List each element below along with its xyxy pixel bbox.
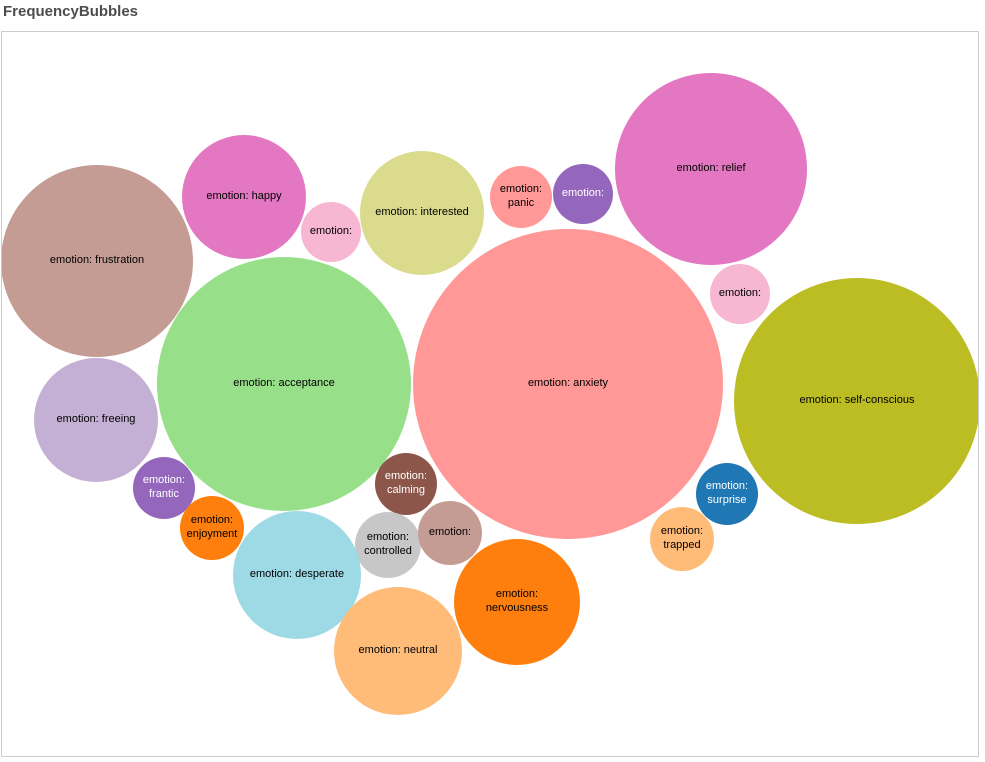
bubble-emotion-controlled[interactable]: emotion: controlled — [355, 512, 421, 578]
bubble-label: emotion: surprise — [705, 480, 749, 506]
bubble-emotion-desperate[interactable]: emotion: desperate — [233, 511, 361, 639]
bubble-label: emotion: frustration — [49, 254, 145, 267]
bubble-label: emotion: anxiety — [527, 377, 609, 390]
bubble-emotion-trapped[interactable]: emotion: trapped — [650, 507, 714, 571]
bubble-emotion-enjoyment[interactable]: emotion: enjoyment — [180, 496, 244, 560]
bubble-emotion-relief[interactable]: emotion: relief — [615, 73, 807, 265]
bubble-emotion-frustration[interactable]: emotion: frustration — [2, 165, 193, 357]
bubble-emotion-unlabeled-2[interactable]: emotion: — [553, 164, 613, 224]
bubble-emotion-neutral[interactable]: emotion: neutral — [334, 587, 462, 715]
bubble-label: emotion: interested — [375, 206, 469, 219]
bubble-label: emotion: — [561, 187, 605, 200]
bubble-emotion-calming[interactable]: emotion: calming — [375, 453, 437, 515]
bubble-label: emotion: — [428, 526, 472, 539]
bubble-label: emotion: freeing — [56, 413, 136, 426]
bubble-label: emotion: — [718, 287, 762, 300]
bubble-chart: emotion: frustration emotion: happy emotio… — [1, 31, 979, 757]
bubble-emotion-nervousness[interactable]: emotion: nervousness — [454, 539, 580, 665]
bubble-label: emotion: calming — [384, 470, 428, 496]
bubble-label: emotion: — [309, 225, 353, 238]
bubble-emotion-frantic[interactable]: emotion: frantic — [133, 457, 195, 519]
bubble-emotion-unlabeled-3[interactable]: emotion: — [710, 264, 770, 324]
bubble-emotion-interested[interactable]: emotion: interested — [360, 151, 484, 275]
page-title: FrequencyBubbles — [3, 3, 139, 20]
bubble-label: emotion: nervousness — [485, 588, 549, 614]
bubble-label: emotion: relief — [676, 162, 746, 175]
bubble-label: emotion: panic — [499, 183, 543, 209]
bubble-label: emotion: controlled — [364, 531, 412, 557]
bubble-label: emotion: frantic — [142, 474, 186, 500]
bubble-emotion-self-conscious[interactable]: emotion: self-conscious — [734, 278, 978, 524]
bubble-label: emotion: desperate — [249, 568, 345, 581]
bubble-emotion-surprise[interactable]: emotion: surprise — [696, 463, 758, 525]
bubble-emotion-anxiety[interactable]: emotion: anxiety — [413, 229, 723, 539]
bubble-label: emotion: self-conscious — [799, 394, 915, 407]
bubble-label: emotion: neutral — [358, 644, 438, 657]
bubble-emotion-unlabeled-1[interactable]: emotion: — [301, 202, 361, 262]
bubble-label: emotion: trapped — [660, 525, 704, 551]
bubble-label: emotion: acceptance — [233, 377, 335, 390]
bubble-label: emotion: enjoyment — [186, 514, 238, 540]
bubble-emotion-happy[interactable]: emotion: happy — [182, 135, 306, 259]
bubble-emotion-unlabeled-4[interactable]: emotion: — [418, 501, 482, 565]
bubble-emotion-acceptance[interactable]: emotion: acceptance — [157, 257, 411, 511]
bubble-label: emotion: happy — [206, 190, 282, 203]
bubble-emotion-panic[interactable]: emotion: panic — [490, 166, 552, 228]
bubble-emotion-freeing[interactable]: emotion: freeing — [34, 358, 158, 482]
